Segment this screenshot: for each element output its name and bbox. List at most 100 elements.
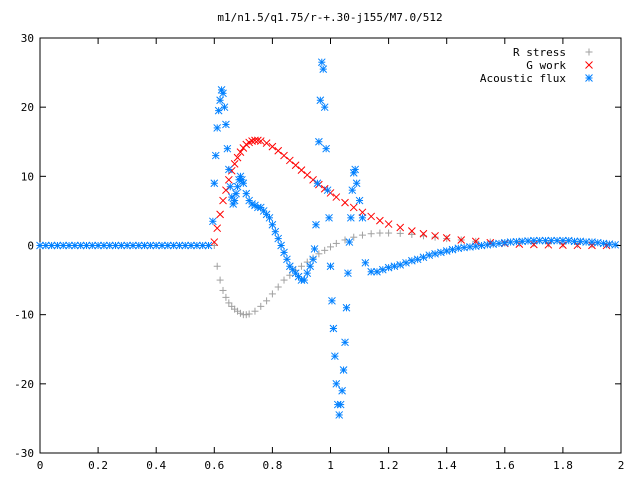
- data-point: [341, 338, 349, 347]
- data-point: [559, 236, 567, 245]
- data-point: [129, 241, 137, 250]
- data-point: [219, 286, 227, 294]
- data-point: [312, 220, 320, 229]
- data-point: [342, 303, 351, 312]
- data-point: [216, 276, 224, 284]
- x-tick-label: 1.2: [379, 459, 399, 472]
- data-point: [268, 142, 277, 151]
- data-point: [239, 179, 248, 188]
- data-point: [257, 302, 265, 310]
- data-point: [210, 179, 219, 188]
- data-point: [317, 58, 326, 67]
- data-point: [291, 161, 300, 170]
- data-point: [310, 245, 319, 253]
- y-tick-label: 10: [21, 170, 34, 183]
- data-point: [223, 144, 232, 153]
- data-point: [82, 241, 91, 250]
- data-point: [483, 240, 492, 249]
- data-point: [230, 196, 239, 205]
- x-tick-label: 1.6: [495, 459, 515, 472]
- data-point: [457, 236, 466, 244]
- data-point: [515, 239, 523, 247]
- data-point: [547, 236, 556, 245]
- data-point: [313, 179, 322, 188]
- data-point: [280, 248, 288, 257]
- data-point: [271, 227, 280, 236]
- x-tick-label: 0.6: [204, 459, 224, 472]
- data-point: [219, 196, 227, 205]
- data-point: [335, 411, 344, 419]
- data-point: [431, 233, 439, 241]
- data-point: [341, 198, 349, 207]
- data-point: [134, 241, 143, 250]
- data-point: [332, 193, 341, 201]
- x-tick-label: 0.8: [262, 459, 282, 472]
- data-point: [327, 243, 334, 251]
- data-point: [211, 151, 220, 160]
- data-point: [396, 223, 405, 232]
- data-point: [506, 238, 515, 246]
- data-point: [277, 241, 285, 250]
- data-point: [274, 283, 282, 291]
- series-2: [36, 58, 620, 419]
- data-point: [331, 352, 339, 361]
- data-point: [466, 243, 474, 251]
- data-point: [256, 137, 265, 145]
- data-point: [431, 249, 439, 258]
- data-point: [204, 241, 213, 250]
- data-point: [315, 137, 323, 146]
- data-point: [323, 186, 332, 195]
- data-point: [242, 189, 251, 198]
- data-point: [303, 171, 312, 179]
- data-point: [213, 124, 222, 132]
- data-point: [351, 165, 360, 174]
- data-point: [245, 310, 253, 318]
- data-point: [332, 379, 341, 388]
- data-point: [283, 255, 291, 264]
- data-point: [348, 186, 357, 195]
- data-point: [425, 251, 434, 260]
- data-point: [285, 156, 294, 165]
- data-point: [611, 240, 620, 249]
- data-point: [396, 229, 404, 237]
- data-point: [309, 255, 317, 264]
- data-point: [213, 224, 222, 233]
- data-point: [437, 248, 445, 257]
- data-point: [419, 229, 428, 238]
- data-point: [254, 136, 262, 145]
- data-point: [187, 241, 195, 250]
- legend-label: Acoustic flux: [480, 72, 566, 85]
- y-tick-label: -20: [14, 378, 34, 391]
- data-point: [407, 227, 416, 235]
- legend-label: R stress: [513, 46, 566, 59]
- data-point: [352, 179, 361, 188]
- data-point: [222, 293, 230, 301]
- data-point: [224, 175, 233, 184]
- data-point: [232, 189, 240, 198]
- data-point: [263, 297, 271, 305]
- legend-marker: [585, 61, 593, 69]
- x-tick-label: 2: [618, 459, 625, 472]
- data-point: [88, 241, 97, 250]
- data-point: [326, 262, 335, 271]
- data-point: [251, 307, 259, 315]
- x-tick-label: 0.4: [146, 459, 166, 472]
- data-point: [274, 234, 283, 243]
- data-point: [306, 262, 315, 271]
- data-point: [367, 267, 376, 276]
- legend-label: G work: [526, 59, 566, 72]
- data-point: [319, 65, 328, 73]
- data-point: [213, 262, 221, 270]
- data-point: [219, 89, 227, 98]
- data-point: [274, 146, 283, 155]
- data-point: [280, 276, 288, 284]
- data-point: [448, 245, 457, 254]
- data-point: [390, 262, 399, 271]
- data-point: [358, 231, 366, 239]
- data-point: [216, 96, 224, 105]
- data-point: [332, 239, 340, 247]
- data-point: [300, 276, 309, 284]
- data-point: [344, 269, 352, 278]
- data-point: [233, 153, 242, 162]
